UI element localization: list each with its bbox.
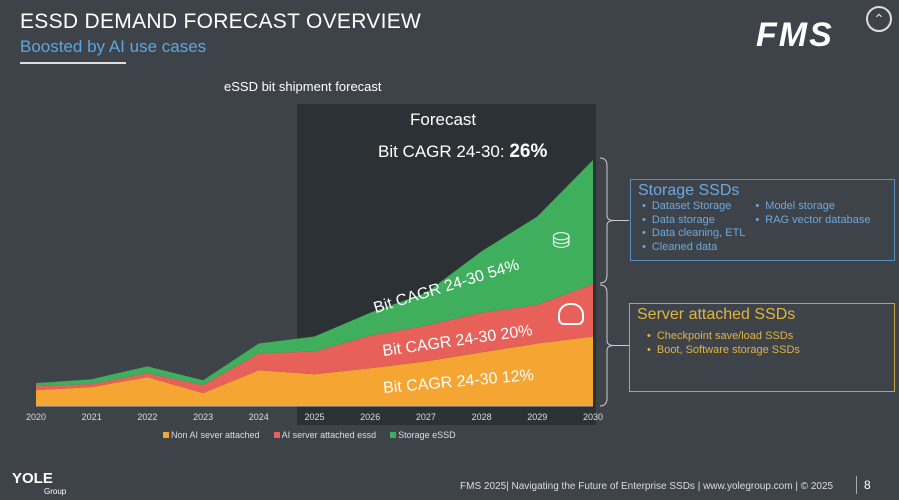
x-tick-label: 2030 bbox=[583, 412, 603, 422]
chart-legend: Non AI sever attached AI server attached… bbox=[163, 430, 456, 440]
forecast-label: Forecast bbox=[410, 110, 477, 129]
yole-logo: YOLE bbox=[12, 470, 53, 487]
list-item: Data cleaning, ETL bbox=[642, 227, 746, 241]
x-tick-label: 2022 bbox=[137, 412, 157, 422]
x-tick-label: 2025 bbox=[304, 412, 324, 422]
list-item: Checkpoint save/load SSDs bbox=[647, 330, 807, 344]
fms-logo: FMS bbox=[756, 16, 834, 54]
x-tick-label: 2026 bbox=[360, 412, 380, 422]
chevron-up-icon[interactable]: ⌃ bbox=[866, 6, 892, 32]
x-tick-label: 2020 bbox=[26, 412, 46, 422]
brain-icon bbox=[558, 303, 584, 325]
list-item: Data storage bbox=[642, 214, 745, 228]
forecast-cagr: Bit CAGR 24-30: 26% bbox=[378, 141, 547, 163]
list-item: Boot, Software storage SSDs bbox=[647, 344, 807, 358]
legend-item: Storage eSSD bbox=[390, 430, 456, 440]
list-item: Cleaned data bbox=[642, 241, 745, 255]
x-tick-label: 2021 bbox=[82, 412, 102, 422]
list-item: RAG vector database bbox=[755, 214, 870, 228]
footer-text: FMS 2025| Navigating the Future of Enter… bbox=[460, 481, 834, 492]
x-tick-label: 2028 bbox=[472, 412, 492, 422]
list-item: Dataset Storage bbox=[642, 200, 745, 214]
forecast-cagr-value: 26% bbox=[509, 141, 548, 162]
storage-ssds-box: Storage SSDs Dataset StorageData storage… bbox=[630, 179, 895, 261]
x-tick-label: 2029 bbox=[527, 412, 547, 422]
x-tick-label: 2023 bbox=[193, 412, 213, 422]
legend-item: AI server attached essd bbox=[273, 430, 376, 440]
area-series-0 bbox=[36, 336, 593, 406]
server-box-title: Server attached SSDs bbox=[637, 306, 796, 323]
subtitle-underline bbox=[20, 62, 126, 64]
page-title: ESSD DEMAND FORECAST OVERVIEW bbox=[20, 10, 422, 33]
yole-logo-sub: Group bbox=[44, 487, 67, 496]
x-tick-label: 2024 bbox=[249, 412, 269, 422]
storage-box-title: Storage SSDs bbox=[638, 182, 740, 199]
page-subtitle: Boosted by AI use cases bbox=[20, 37, 207, 56]
area-series-2 bbox=[36, 159, 593, 387]
chart-title: eSSD bit shipment forecast bbox=[224, 79, 382, 94]
bracket-0 bbox=[599, 157, 615, 284]
area-series-1 bbox=[36, 283, 593, 394]
bracket-1 bbox=[599, 284, 615, 407]
legend-item: Non AI sever attached bbox=[163, 430, 260, 440]
page-number: 8 bbox=[864, 478, 871, 492]
database-icon: ⛁ bbox=[552, 228, 571, 253]
list-item: Model storage bbox=[755, 200, 870, 214]
divider bbox=[856, 476, 857, 494]
forecast-cagr-label: Bit CAGR 24-30: bbox=[378, 142, 505, 161]
x-tick-label: 2027 bbox=[416, 412, 436, 422]
server-ssds-box: Server attached SSDs Checkpoint save/loa… bbox=[629, 303, 895, 392]
